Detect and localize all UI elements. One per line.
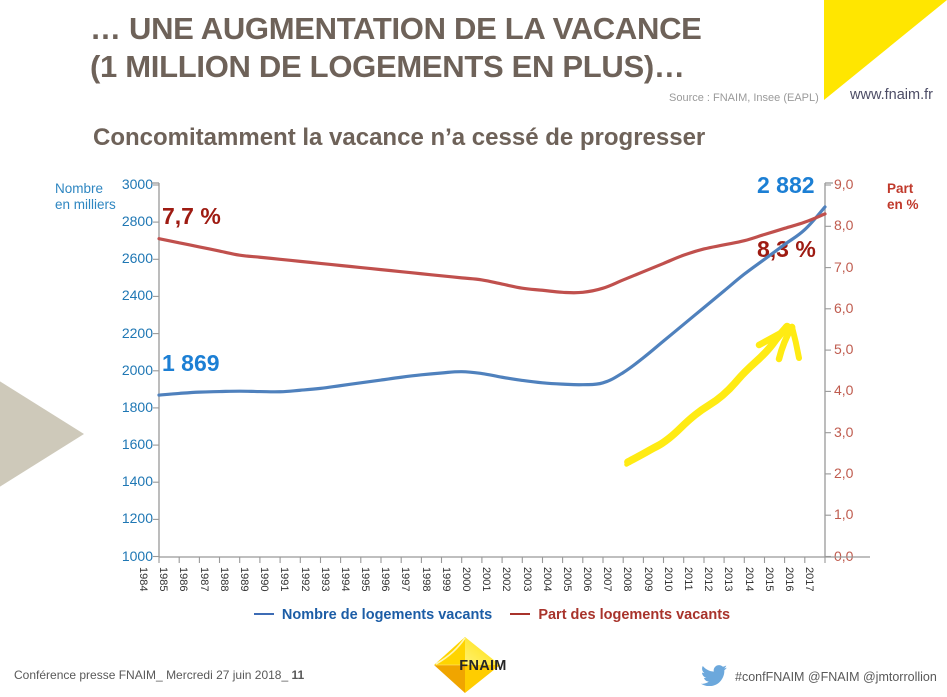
svg-text:FNAIM: FNAIM bbox=[459, 658, 506, 674]
